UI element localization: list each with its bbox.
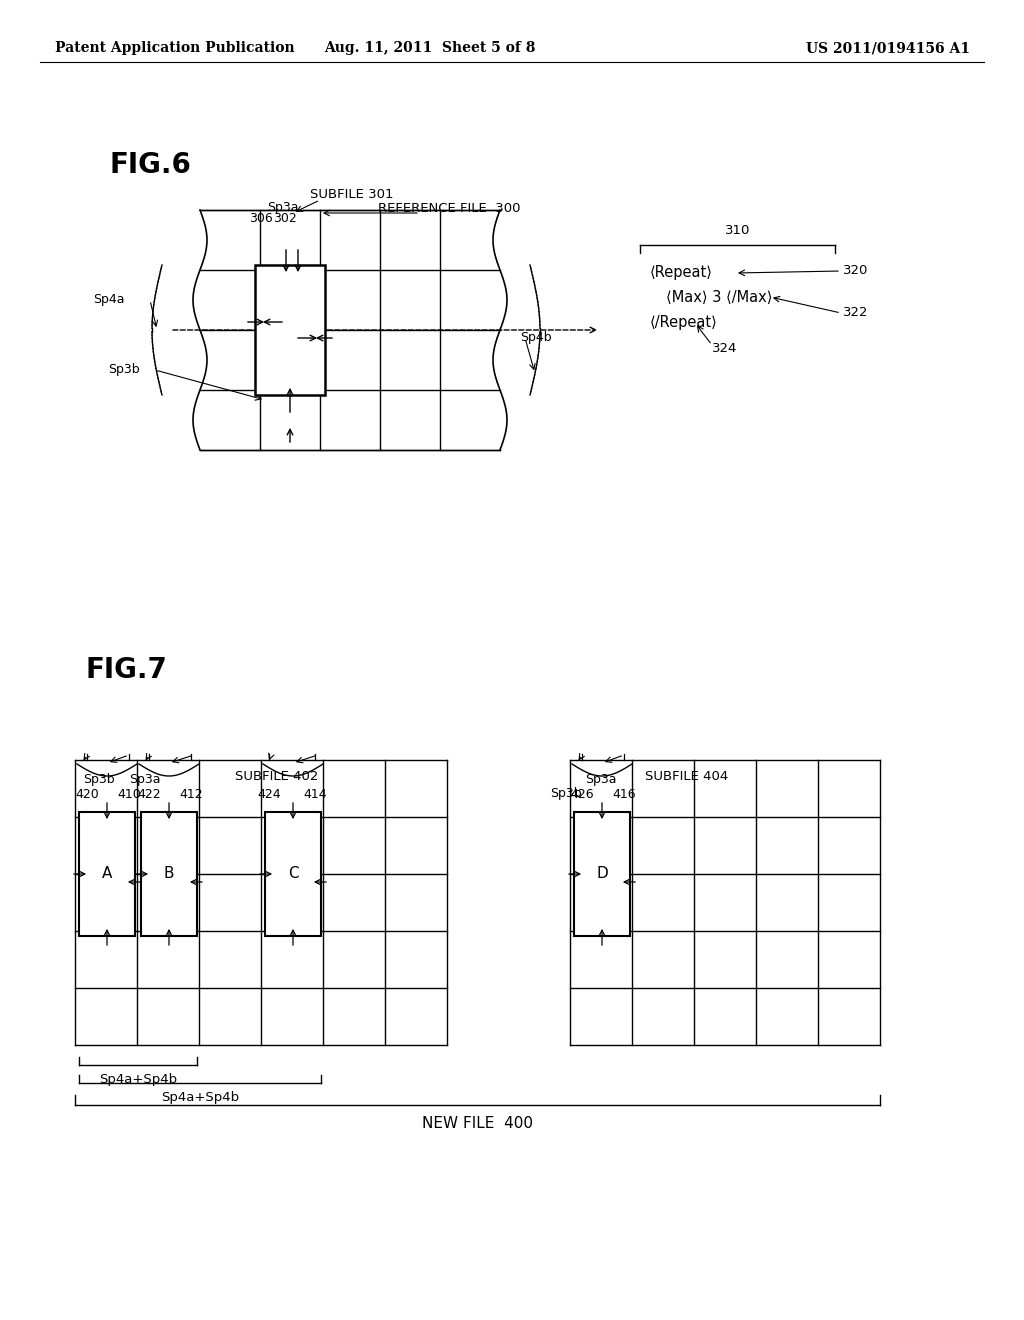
Bar	[79, 812, 135, 936]
Text: 302: 302	[273, 211, 297, 224]
Text: 320: 320	[843, 264, 868, 277]
Text: SUBFILE 404: SUBFILE 404	[645, 770, 728, 783]
Text: ⟨/Repeat⟩: ⟨/Repeat⟩	[650, 315, 718, 330]
Text: Sp3b: Sp3b	[109, 363, 140, 376]
Text: 422: 422	[137, 788, 161, 800]
Text: Sp4b: Sp4b	[520, 331, 552, 345]
Text: Patent Application Publication: Patent Application Publication	[55, 41, 295, 55]
Text: NEW FILE  400: NEW FILE 400	[422, 1115, 534, 1130]
Text: Sp3a: Sp3a	[129, 774, 161, 787]
Text: Sp4a+Sp4b: Sp4a+Sp4b	[161, 1090, 239, 1104]
Text: A: A	[101, 866, 113, 882]
Text: D: D	[596, 866, 608, 882]
Text: 412: 412	[179, 788, 203, 800]
Text: Sp3a: Sp3a	[267, 201, 299, 214]
Text: 424: 424	[257, 788, 281, 800]
Text: FIG.7: FIG.7	[85, 656, 167, 684]
Bar	[255, 265, 325, 395]
Text: 410: 410	[117, 788, 141, 800]
Text: SUBFILE 402: SUBFILE 402	[234, 770, 318, 783]
Text: Sp3b: Sp3b	[83, 774, 115, 787]
Text: REFERENCE FILE  300: REFERENCE FILE 300	[378, 202, 520, 214]
Text: Sp3b: Sp3b	[550, 787, 582, 800]
Text: 310: 310	[725, 224, 751, 238]
Text: 324: 324	[712, 342, 737, 355]
Text: FIG.6: FIG.6	[110, 150, 191, 180]
Text: 322: 322	[843, 306, 868, 319]
Text: SUBFILE 301: SUBFILE 301	[310, 189, 393, 202]
Text: Sp4a: Sp4a	[93, 293, 125, 306]
Text: 306: 306	[249, 211, 272, 224]
Text: Sp3a: Sp3a	[585, 774, 616, 787]
Bar	[574, 812, 630, 936]
Text: B: B	[164, 866, 174, 882]
Text: US 2011/0194156 A1: US 2011/0194156 A1	[806, 41, 970, 55]
Text: 420: 420	[75, 788, 99, 800]
Bar	[141, 812, 197, 936]
Text: 426: 426	[570, 788, 594, 800]
Text: ⟨Max⟩ 3 ⟨/Max⟩: ⟨Max⟩ 3 ⟨/Max⟩	[666, 289, 772, 305]
Text: 414: 414	[303, 788, 327, 800]
Text: Sp4a+Sp4b: Sp4a+Sp4b	[99, 1072, 177, 1085]
Text: Aug. 11, 2011  Sheet 5 of 8: Aug. 11, 2011 Sheet 5 of 8	[325, 41, 536, 55]
Text: ⟨Repeat⟩: ⟨Repeat⟩	[650, 265, 713, 281]
Text: C: C	[288, 866, 298, 882]
Text: 416: 416	[612, 788, 636, 800]
Bar	[265, 812, 321, 936]
